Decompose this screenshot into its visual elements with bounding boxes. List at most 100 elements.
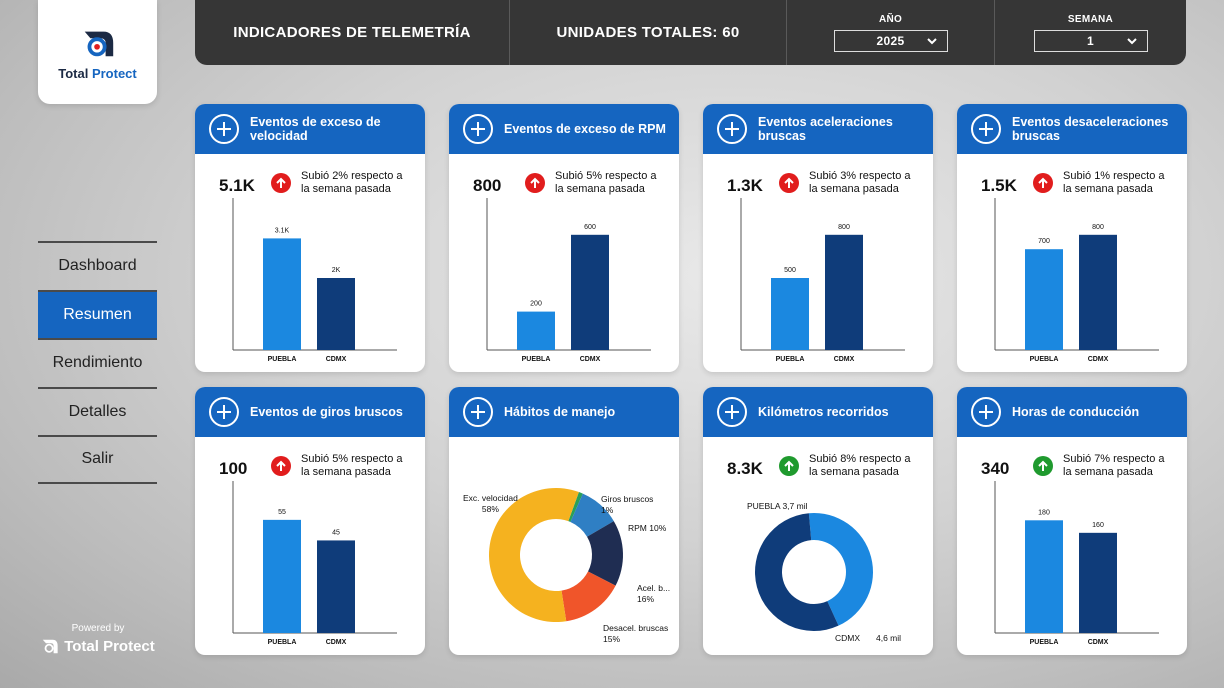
bar-cdmx	[317, 540, 355, 633]
arrow-up-icon	[779, 173, 799, 193]
slice-label-giros: Giros bruscos 1%	[601, 494, 654, 515]
week-label: SEMANA	[1067, 13, 1114, 25]
bar-chart: 700 PUEBLA 800 CDMX	[994, 198, 1159, 363]
category-label: PUEBLA	[268, 356, 297, 363]
bar-value-label: 600	[584, 224, 596, 231]
card-title: Eventos de giros bruscos	[250, 405, 403, 419]
slice-label-rpm: RPM 10%	[628, 523, 667, 533]
kpi-value: 5.1K	[219, 176, 255, 195]
nav-item-dashboard[interactable]: Dashboard	[38, 241, 157, 290]
trend-text: Subió 3% respecto a la semana pasada	[809, 170, 911, 195]
bar-cdmx	[1079, 234, 1117, 350]
week-select[interactable]: 1	[1033, 29, 1148, 52]
category-label: CDMX	[1088, 356, 1109, 363]
nav-item-salir[interactable]: Salir	[38, 435, 157, 484]
donut-slice-puebla	[808, 513, 873, 626]
kpi-value: 1.3K	[727, 176, 763, 195]
arrow-up-icon	[1033, 456, 1053, 476]
bar-cdmx	[571, 234, 609, 350]
kpi-value: 1.5K	[981, 176, 1017, 195]
category-label: PUEBLA	[1030, 356, 1059, 363]
logo-card: Total Protect	[38, 0, 157, 104]
bar-value-label: 160	[1092, 522, 1104, 529]
total-protect-logo-icon	[43, 639, 58, 654]
week-value: 1	[1087, 33, 1094, 48]
year-select[interactable]: 2025	[833, 29, 948, 52]
footer-brand-text: Total Protect	[64, 637, 155, 655]
card-title: Eventos desaceleraciones bruscas	[1012, 115, 1169, 143]
nav-item-detalles[interactable]: Detalles	[38, 386, 157, 436]
bar-value-label: 45	[332, 529, 340, 536]
category-label: CDMX	[1088, 639, 1109, 646]
donut-slice-cdmx	[755, 513, 839, 631]
bar-value-label: 2K	[332, 267, 341, 274]
card-horas-conduccion[interactable]: Horas de conducción 340 Subió 7% respect…	[957, 387, 1187, 655]
bar-value-label: 500	[784, 267, 796, 274]
card-kilometros[interactable]: Kilómetros recorridos 8.3K Subió 8% resp…	[703, 387, 933, 655]
plus-icon[interactable]	[971, 114, 1001, 144]
card-title: Horas de conducción	[1012, 405, 1140, 419]
arrow-up-icon	[779, 456, 799, 476]
year-label: AÑO	[878, 13, 903, 25]
card-aceleraciones[interactable]: Eventos aceleraciones bruscas 1.3K Subió…	[703, 104, 933, 372]
category-label: PUEBLA	[522, 356, 551, 363]
donut-chart-habitos: Exc. velocidad 58% Giros bruscos 1% RPM 10…	[449, 437, 679, 655]
category-label: CDMX	[326, 356, 347, 363]
bar-value-label: 55	[278, 509, 286, 516]
card-title: Hábitos de manejo	[504, 405, 616, 419]
category-label: PUEBLA	[776, 356, 805, 363]
category-label: PUEBLA	[268, 639, 297, 646]
bar-value-label: 800	[1092, 224, 1104, 231]
bar-value-label: 3.1K	[275, 227, 290, 234]
card-exceso-velocidad[interactable]: Eventos de exceso de velocidad 5.1K Subi…	[195, 104, 425, 372]
bar-cdmx	[825, 234, 863, 350]
plus-icon[interactable]	[971, 397, 1001, 427]
bar-value-label: 800	[838, 224, 850, 231]
page-title: INDICADORES DE TELEMETRÍA	[195, 0, 510, 65]
slice-label-acel: Acel. b... 16%	[637, 583, 671, 604]
arrow-up-icon	[525, 173, 545, 193]
card-desaceleraciones[interactable]: Eventos desaceleraciones bruscas 1.5K Su…	[957, 104, 1187, 372]
card-title: Eventos de exceso de RPM	[504, 122, 666, 136]
card-title: Eventos de exceso de velocidad	[250, 115, 381, 143]
card-exceso-rpm[interactable]: Eventos de exceso de RPM 800 Subió 5% re…	[449, 104, 679, 372]
bar-chart: 500 PUEBLA 800 CDMX	[740, 198, 905, 363]
bar-value-label: 200	[530, 301, 542, 308]
bar-chart: 180 PUEBLA 160 CDMX	[994, 481, 1159, 646]
card-habitos-manejo[interactable]: Hábitos de manejo Exc. velocidad 58% Giro…	[449, 387, 679, 655]
bar-puebla	[1025, 249, 1063, 350]
donut-svg	[755, 513, 873, 631]
plus-icon[interactable]	[209, 114, 239, 144]
trend-text: Subió 5% respecto a la semana pasada	[555, 170, 657, 195]
slice-label-puebla: PUEBLA 3,7 mil	[747, 501, 808, 511]
card-title: Kilómetros recorridos	[758, 405, 889, 419]
slice-label-exc-velocidad: Exc. velocidad 58%	[463, 493, 518, 514]
kpi-value: 340	[981, 459, 1010, 478]
plus-icon[interactable]	[717, 114, 747, 144]
year-value: 2025	[876, 33, 905, 48]
donut-svg	[488, 488, 623, 622]
bar-chart: 200 PUEBLA 600 CDMX	[486, 198, 651, 363]
bar-cdmx	[1079, 532, 1117, 633]
donut-slice-rpm	[570, 493, 614, 537]
footer-brand: Total Protect	[38, 637, 158, 655]
card-giros-bruscos[interactable]: Eventos de giros bruscos 100 Subió 5% re…	[195, 387, 425, 655]
bar-value-label: 180	[1038, 509, 1050, 516]
bar-puebla	[771, 278, 809, 350]
plus-icon[interactable]	[717, 397, 747, 427]
slice-label-cdmx: CDMX	[835, 633, 861, 643]
year-filter: AÑO 2025	[787, 0, 995, 65]
donut-slice-desacel-bruscas	[561, 571, 616, 622]
plus-icon[interactable]	[463, 397, 493, 427]
plus-icon[interactable]	[463, 114, 493, 144]
slice-label-desacel: Desacel. bruscas 15%	[603, 623, 669, 644]
plus-icon[interactable]	[209, 397, 239, 427]
week-filter: SEMANA 1	[995, 0, 1186, 65]
category-label: CDMX	[580, 356, 601, 363]
donut-slice-giros-bruscos	[568, 492, 583, 523]
donut-slice-acel-b-	[587, 521, 623, 586]
nav-item-rendimiento[interactable]: Rendimiento	[38, 338, 157, 387]
chevron-down-icon	[926, 37, 937, 44]
nav-item-resumen[interactable]: Resumen	[38, 289, 157, 338]
trend-text: Subió 7% respecto a la semana pasada	[1063, 453, 1165, 478]
